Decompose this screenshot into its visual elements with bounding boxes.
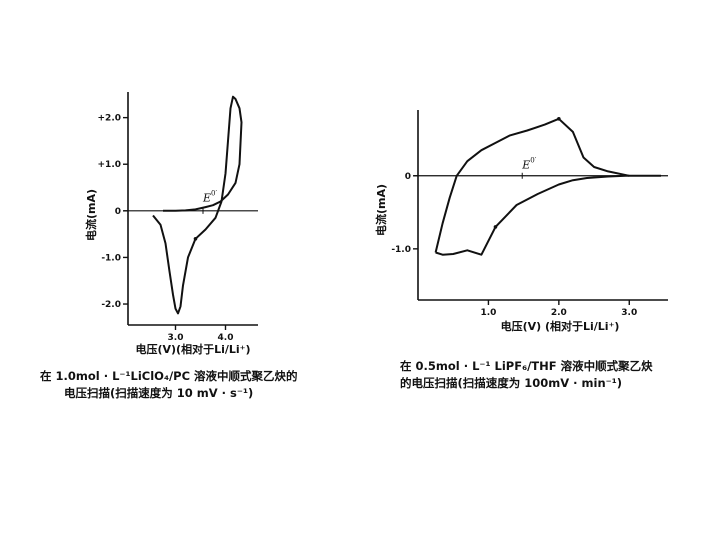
chart1-series-line-1	[152, 95, 243, 315]
chart1-direction-marker-1	[193, 236, 198, 241]
chart2-series-line-2	[434, 117, 630, 253]
chart1-y-tick-label: -1.0	[101, 253, 121, 263]
chart1-y-tick-label: +2.0	[98, 114, 121, 124]
chart2-x-tick-label: 2.0	[551, 308, 567, 318]
chart2-direction-marker-1	[493, 225, 498, 229]
chart2-x-tick-label: 3.0	[621, 308, 637, 318]
chart2-direction-marker-2	[557, 116, 561, 121]
caption-left-line2: 电压扫描(扫描速度为 10 mV · s⁻¹)	[64, 386, 254, 400]
chart1-y-tick-label: 0	[115, 207, 121, 217]
caption-left: 在 1.0mol · L⁻¹LiClO₄/PC 溶液中顺式聚乙炔的 电压扫描(扫…	[40, 368, 298, 402]
chart2-x-tick-label: 1.0	[480, 308, 496, 318]
chart1-y-tick-label: +1.0	[98, 160, 121, 170]
chart1-annotation-label: E	[202, 192, 211, 205]
caption-right-line1: 在 0.5mol · L⁻¹ LiPF₆/THF 溶液中顺式聚乙炔	[400, 359, 653, 373]
chart2-x-axis-title: 电压(V) (相对于Li/Li⁺)	[501, 319, 620, 333]
caption-left-line1: 在 1.0mol · L⁻¹LiClO₄/PC 溶液中顺式聚乙炔的	[40, 369, 298, 383]
chart1-x-axis-title: 电压(V)(相对于Li/Li⁺)	[135, 342, 250, 356]
chart2-y-axis-title: 电流(mA)	[374, 184, 388, 236]
chart2-series-line-1	[435, 174, 661, 256]
chart1-y-tick-label: -2.0	[101, 300, 121, 310]
chart1-y-axis-title: 电流(mA)	[84, 189, 98, 241]
chart1-x-tick-label: 4.0	[218, 333, 234, 343]
caption-right: 在 0.5mol · L⁻¹ LiPF₆/THF 溶液中顺式聚乙炔 的电压扫描(…	[400, 358, 653, 392]
chart-left: +2.0 +1.0 0 -1.0 -2.0 3.0 4.0电压(V)(相对于Li/Li⁺) 电…	[84, 92, 258, 356]
chart2-annotation-sup: 0′	[530, 156, 536, 164]
chart1-annotation-sup: 0′	[211, 190, 217, 198]
chart-right: 0 -1.0 1.0 2.0 3.0电压(V) (相对于Li/Li⁺) 电流(mA) E 0′	[374, 110, 668, 333]
chart1-x-tick-label: 3.0	[168, 333, 184, 343]
chart2-annotation-label: E	[521, 158, 530, 171]
chart2-y-tick-label: -1.0	[391, 245, 411, 255]
caption-right-line2: 的电压扫描(扫描速度为 100mV · min⁻¹)	[400, 376, 622, 390]
chart2-y-tick-label: 0	[405, 172, 411, 182]
